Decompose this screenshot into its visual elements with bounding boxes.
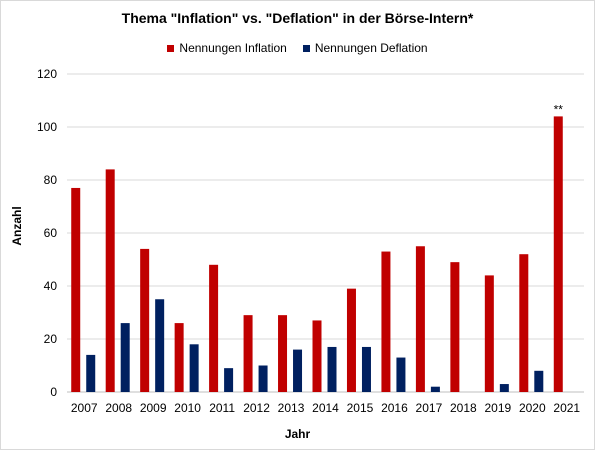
bar-inflation-2016	[381, 251, 391, 392]
bar-deflation-2008	[120, 323, 130, 392]
bar-deflation-2011	[224, 368, 234, 392]
y-tick-label-60: 60	[44, 226, 58, 240]
y-tick-label-40: 40	[44, 279, 58, 293]
chart-legend: Nennungen Inflation Nennungen Deflation	[1, 41, 594, 55]
bar-inflation-2019	[484, 275, 494, 392]
bar-deflation-2012	[258, 365, 268, 392]
bar-deflation-2013	[293, 349, 303, 392]
y-axis-label: Anzahl	[10, 206, 24, 246]
legend-label-deflation: Nennungen Deflation	[314, 41, 428, 55]
y-tick-label-100: 100	[37, 120, 57, 134]
bar-deflation-2015	[361, 346, 371, 392]
bar-deflation-2019	[499, 384, 509, 392]
x-tick-label-2013: 2013	[278, 401, 305, 415]
legend-item-deflation: Nennungen Deflation	[302, 41, 428, 55]
bar-inflation-2011	[209, 264, 219, 392]
y-tick-label-0: 0	[50, 385, 57, 399]
bar-deflation-2017	[430, 386, 440, 392]
bar-inflation-2013	[278, 315, 288, 392]
x-tick-label-2019: 2019	[484, 401, 511, 415]
x-axis-label: Jahr	[284, 427, 311, 441]
x-tick-label-2009: 2009	[140, 401, 167, 415]
bar-inflation-2012	[243, 315, 253, 392]
x-tick-label-2014: 2014	[312, 401, 339, 415]
legend-swatch-inflation	[167, 44, 175, 52]
bar-inflation-2014	[312, 320, 322, 392]
y-tick-label-20: 20	[44, 332, 58, 346]
x-tick-label-2011: 2011	[209, 401, 235, 415]
bar-inflation-2008	[105, 169, 115, 392]
x-tick-label-2008: 2008	[105, 401, 132, 415]
x-tick-label-2010: 2010	[174, 401, 201, 415]
annotation-2021: **	[554, 102, 564, 116]
bar-deflation-2007	[86, 354, 96, 392]
bar-inflation-2010	[174, 323, 184, 392]
x-tick-label-2016: 2016	[381, 401, 408, 415]
y-tick-label-80: 80	[44, 173, 58, 187]
bar-deflation-2009	[155, 299, 165, 392]
bar-inflation-2021	[553, 116, 563, 393]
bar-inflation-2015	[346, 288, 356, 392]
bar-inflation-2018	[450, 262, 460, 392]
x-tick-label-2018: 2018	[450, 401, 477, 415]
chart-title: Thema "Inflation" vs. "Deflation" in der…	[121, 10, 474, 26]
x-tick-label-2021: 2021	[553, 401, 580, 415]
bar-deflation-2016	[396, 357, 406, 392]
x-tick-label-2020: 2020	[519, 401, 546, 415]
bar-deflation-2020	[534, 370, 544, 392]
bar-deflation-2010	[189, 344, 199, 392]
x-tick-label-2012: 2012	[243, 401, 270, 415]
bar-inflation-2007	[71, 187, 81, 392]
bar-inflation-2017	[415, 246, 425, 392]
bar-inflation-2009	[140, 248, 150, 392]
y-tick-label-120: 120	[37, 67, 57, 81]
legend-swatch-deflation	[302, 44, 310, 52]
legend-label-inflation: Nennungen Inflation	[179, 41, 287, 55]
bar-inflation-2020	[519, 254, 529, 392]
bar-deflation-2014	[327, 346, 337, 392]
x-tick-label-2007: 2007	[71, 401, 98, 415]
x-tick-label-2017: 2017	[416, 401, 443, 415]
legend-item-inflation: Nennungen Inflation	[167, 41, 287, 55]
x-tick-label-2015: 2015	[347, 401, 374, 415]
